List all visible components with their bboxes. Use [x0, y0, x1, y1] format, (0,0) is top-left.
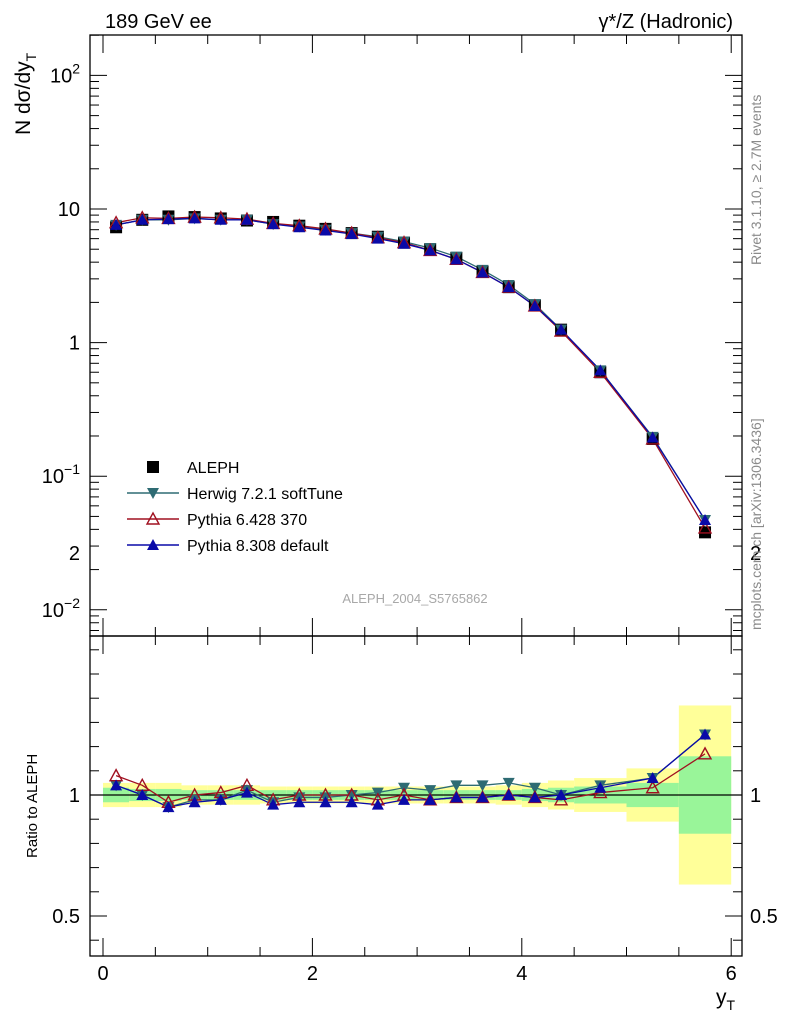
point-ratio-pythia-8-308-default	[699, 728, 712, 740]
point-main-pythia-8-308-default	[528, 299, 541, 311]
point-ratio-pythia-8-308-default	[293, 796, 306, 808]
point-ratio-pythia-6-428-370	[108, 768, 124, 782]
point-main-pythia-8-308-default	[398, 237, 411, 249]
point-ratio-pythia-6-428-370	[645, 780, 660, 794]
point-ratio-pythia-8-308-default	[646, 772, 659, 784]
point-main-pythia-8-308-default	[293, 221, 306, 233]
axis-tick-labels: 0 2 4 6 10−2 10−1 1 10 102 0.5 0.5 1 1 2 2	[42, 60, 778, 985]
point-ratio-pythia-8-308-default	[450, 791, 463, 803]
legend-label-pythia-8-308-default: Pythia 8.308 default	[187, 538, 329, 555]
side-text-rivet: Rivet 3.1.10, ≥ 2.7M events	[748, 95, 764, 265]
ratio-tick-label-left: 0.5	[52, 906, 80, 928]
y-tick-label: 10−2	[42, 595, 80, 622]
point-ratio-pythia-8-308-default	[594, 781, 607, 793]
point-main-pythia-8-308-default	[450, 253, 463, 265]
point-ratio-pythia-8-308-default	[398, 793, 411, 805]
ratio-y-axis-label: Ratio to ALEPH	[24, 754, 41, 858]
x-tick-label: 0	[97, 963, 108, 985]
legend-label-herwig-7-2-1-softtune: Herwig 7.2.1 softTune	[187, 486, 343, 503]
ratio-tick-label-right: 0.5	[750, 906, 778, 928]
ratio-tick-label-left: 1	[69, 785, 80, 807]
point-main-pythia-8-308-default	[646, 431, 659, 443]
y-tick-label: 102	[50, 60, 80, 87]
legend-marker-aleph	[147, 461, 159, 473]
axis-ticks	[90, 34, 742, 956]
ratio-tick-label-right: 1	[750, 785, 761, 807]
point-ratio-pythia-8-308-default	[162, 801, 175, 813]
point-main-pythia-8-308-default	[371, 232, 384, 244]
point-ratio-pythia-8-308-default	[110, 779, 123, 791]
y-axis-label: N dσ/dyT	[12, 52, 39, 135]
point-main-pythia-8-308-default	[699, 514, 712, 526]
legend-marker-pythia-8-308-default	[147, 539, 159, 550]
point-main-pythia-8-308-default	[136, 213, 149, 225]
point-ratio-pythia-8-308-default	[555, 789, 568, 800]
point-ratio-herwig-7-2-1-softtune	[476, 780, 489, 792]
line-main-pythia-6-428-370	[115, 216, 706, 529]
ratio-uncertainty-bands	[90, 705, 742, 885]
point-ratio-herwig-7-2-1-softtune	[502, 777, 515, 789]
y-tick-label: 10−1	[42, 461, 80, 488]
ratio-plot-frame	[89, 635, 743, 957]
point-ratio-pythia-6-428-370	[697, 746, 713, 760]
series-markers	[108, 209, 713, 814]
y-tick-label: 1	[69, 333, 80, 355]
analysis-watermark: ALEPH_2004_S5765862	[342, 591, 487, 606]
ratio-tick-label-left: 2	[69, 543, 80, 565]
legend-marker-pythia-6-428-370	[145, 511, 161, 525]
point-main-pythia-8-308-default	[424, 244, 437, 256]
plot-frames	[89, 34, 743, 957]
point-ratio-herwig-7-2-1-softtune	[424, 785, 437, 797]
legend-label-aleph: ALEPH	[187, 460, 239, 477]
point-main-pythia-8-308-default	[214, 213, 227, 225]
point-main-pythia-8-308-default	[319, 224, 332, 236]
point-main-pythia-8-308-default	[502, 281, 515, 293]
point-main-pythia-8-308-default	[267, 218, 280, 230]
point-ratio-pythia-8-308-default	[476, 791, 489, 803]
point-main-pythia-8-308-default	[162, 213, 175, 225]
point-main-pythia-8-308-default	[594, 364, 607, 376]
point-ratio-pythia-8-308-default	[136, 789, 149, 800]
x-tick-label: 2	[307, 963, 318, 985]
point-main-pythia-8-308-default	[476, 266, 489, 278]
x-axis-label: yT	[716, 986, 736, 1013]
point-ratio-pythia-8-308-default	[319, 796, 332, 808]
point-ratio-pythia-8-308-default	[502, 789, 515, 800]
legend: ALEPH Herwig 7.2.1 softTune Pythia 6.428 3…	[127, 460, 343, 555]
point-main-pythia-8-308-default	[240, 213, 253, 225]
point-ratio-pythia-8-308-default	[214, 793, 227, 805]
point-ratio-pythia-8-308-default	[188, 796, 201, 808]
ratio-tick-label-right: 2	[750, 543, 761, 565]
point-main-pythia-8-308-default	[188, 212, 201, 224]
point-ratio-pythia-8-308-default	[240, 786, 253, 798]
point-main-pythia-8-308-default	[345, 227, 358, 239]
legend-label-pythia-6-428-370: Pythia 6.428 370	[187, 512, 307, 529]
point-ratio-pythia-8-308-default	[267, 798, 280, 810]
point-main-pythia-6-428-370	[697, 520, 713, 534]
side-text-mcplots: mcplots.cern.ch [arXiv:1306.3436]	[748, 418, 764, 630]
legend-marker-herwig-7-2-1-softtune	[147, 488, 159, 499]
x-tick-label: 4	[516, 963, 527, 985]
point-ratio-pythia-8-308-default	[345, 796, 358, 808]
point-ratio-herwig-7-2-1-softtune	[450, 780, 463, 792]
point-ratio-herwig-7-2-1-softtune	[528, 782, 541, 794]
point-main-pythia-8-308-default	[555, 323, 568, 335]
title-left: 189 GeV ee	[105, 11, 212, 33]
point-ratio-pythia-8-308-default	[528, 791, 541, 803]
point-ratio-pythia-8-308-default	[371, 798, 384, 810]
point-ratio-herwig-7-2-1-softtune	[345, 790, 358, 801]
title-right: γ*/Z (Hadronic)	[599, 11, 733, 33]
x-tick-label: 6	[726, 963, 737, 985]
point-main-pythia-8-308-default	[110, 218, 123, 230]
point-ratio-pythia-8-308-default	[424, 793, 437, 805]
y-tick-label: 10	[58, 199, 80, 221]
